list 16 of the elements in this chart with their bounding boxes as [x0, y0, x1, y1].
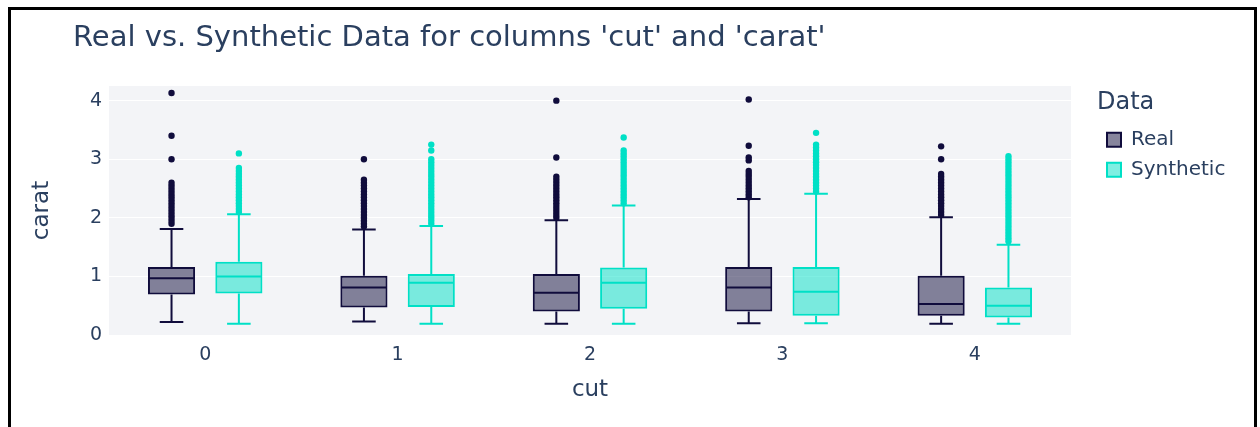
chart-title: Real vs. Synthetic Data for columns 'cut' and 'carat'	[73, 18, 826, 53]
x-tick-label: 3	[776, 342, 789, 365]
y-tick-label: 4	[89, 87, 102, 110]
x-axis-title: cut	[571, 375, 609, 402]
x-tick-label: 1	[391, 342, 404, 365]
legend-title: Data	[1097, 87, 1155, 116]
y-tick-label: 1	[89, 263, 102, 286]
x-tick-label: 2	[583, 342, 597, 365]
y-tick-label: 0	[89, 321, 102, 344]
legend-label: Real	[1131, 126, 1175, 150]
y-tick-label: 3	[89, 146, 102, 169]
legend-label: Synthetic	[1131, 156, 1226, 180]
y-tick-label: 2	[89, 204, 102, 227]
x-tick-label: 4	[968, 342, 981, 365]
y-axis-title: carat	[26, 180, 53, 241]
x-tick-label: 0	[199, 342, 212, 365]
